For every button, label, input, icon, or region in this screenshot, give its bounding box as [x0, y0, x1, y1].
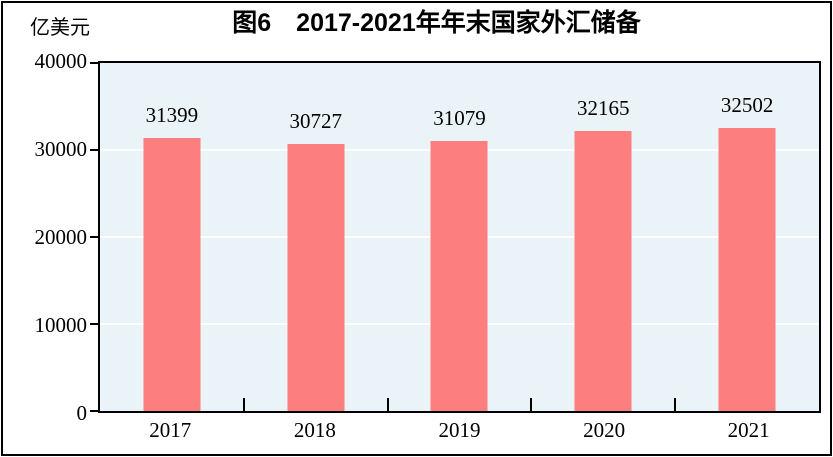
y-axis-tick	[90, 323, 98, 325]
y-axis-tick	[90, 236, 98, 238]
bar-value-label: 30727	[289, 108, 342, 133]
bar-2018	[287, 143, 345, 411]
y-axis-tick	[90, 149, 98, 151]
bar-column-2019: 31079	[388, 63, 532, 411]
y-axis-tick	[90, 62, 98, 64]
y-tick-label: 20000	[34, 225, 88, 249]
bar-value-label: 31399	[145, 102, 199, 127]
x-category-label: 2020	[583, 418, 626, 442]
bar-column-2020: 32165	[531, 63, 675, 411]
bar-2019	[430, 140, 488, 411]
bar-2021	[718, 128, 776, 411]
y-tick-label: 10000	[34, 313, 88, 337]
bar-column-2017: 31399	[100, 63, 244, 411]
x-category-label: 2018	[293, 418, 336, 442]
bar-2020	[574, 131, 632, 411]
y-tick-label: 40000	[34, 49, 88, 73]
plot-area: 31399 30727 31079 32165 32502	[90, 61, 821, 413]
x-axis-labels: 2017 2018 2019 2020 2021	[98, 417, 821, 443]
bars-container: 31399 30727 31079 32165 32502	[100, 63, 819, 411]
bar-value-label: 31079	[433, 105, 486, 130]
y-axis-tick	[90, 410, 98, 412]
x-category-label: 2019	[438, 418, 481, 442]
bar-2017	[143, 137, 201, 411]
x-category-label: 2021	[727, 418, 770, 442]
y-tick-label: 0	[76, 401, 88, 425]
chart-title: 图6 2017-2021年年末国家外汇储备	[232, 9, 641, 37]
y-axis-unit-label: 亿美元	[30, 17, 90, 39]
y-tick-label: 30000	[34, 137, 88, 161]
bar-column-2021: 32502	[675, 63, 819, 411]
x-category-label: 2017	[149, 418, 192, 442]
bar-value-label: 32502	[720, 93, 774, 118]
y-axis-labels: 0 10000 20000 30000 40000	[3, 50, 88, 424]
bar-column-2018: 30727	[244, 63, 388, 411]
bar-value-label: 32165	[577, 96, 630, 121]
